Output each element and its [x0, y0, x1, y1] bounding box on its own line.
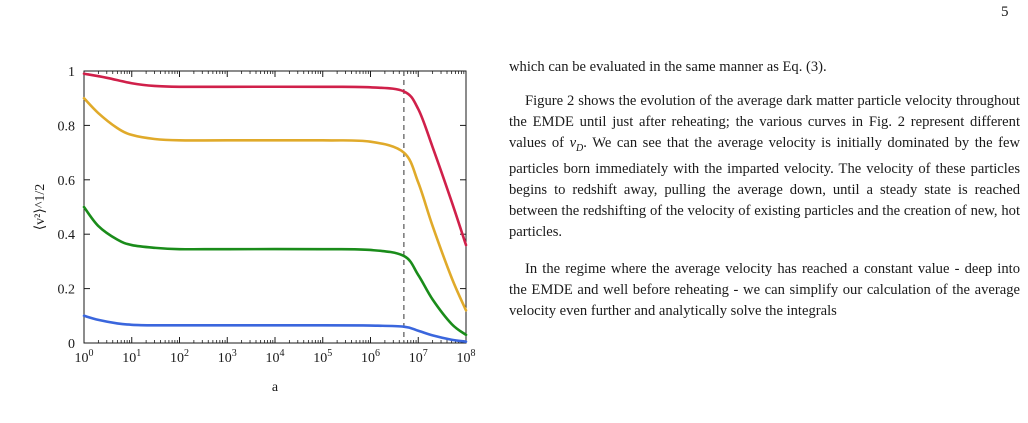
x-tick-label: 100 [75, 348, 94, 366]
y-tick-label: 0.4 [58, 228, 76, 243]
x-tick-label: 108 [457, 348, 476, 366]
x-tick-label: 106 [361, 348, 380, 366]
y-tick-label: 1 [68, 65, 75, 80]
tick-label-layer: 100 101 102 103 104 105 106 107 10800.20.40.60.8… [58, 65, 476, 366]
plot-frame [83, 70, 467, 344]
x-axis-label: a [272, 380, 279, 395]
paragraph-figure-2-description: Figure 2 shows the evolution of the aver… [509, 91, 1020, 243]
x-tick-label-base: 10 [457, 351, 471, 366]
x-tick-label-exponent: 5 [327, 348, 332, 359]
paragraph-1-part-a: Figure 2 shows the evolution of the aver… [509, 93, 1020, 151]
velocity-symbol-subscript: D [576, 142, 584, 154]
x-tick-label: 103 [218, 348, 237, 366]
x-tick-label-base: 10 [75, 351, 89, 366]
x-tick-label: 102 [170, 348, 189, 366]
x-tick-label-exponent: 0 [89, 348, 94, 359]
x-tick-label-exponent: 4 [280, 348, 285, 359]
x-tick-label-base: 10 [218, 351, 232, 366]
x-tick-label: 104 [266, 348, 285, 366]
x-tick-label: 105 [313, 348, 332, 366]
velocity-evolution-figure: 100 101 102 103 104 105 106 107 10800.20.40.60.8… [33, 65, 476, 395]
ticks-layer [83, 70, 467, 344]
page-number: 5 [1001, 4, 1009, 20]
paragraph-1-part-b: . We can see that the average velocity i… [509, 135, 1020, 240]
y-tick-label: 0 [68, 337, 75, 352]
lead-sentence: which can be evaluated in the same manne… [509, 59, 827, 75]
body-text-column: which can be evaluated in the same manne… [509, 57, 1020, 322]
series-line-3 [82, 205, 468, 337]
y-tick-label: 0.2 [58, 283, 76, 298]
velocity-symbol: vD [569, 135, 584, 154]
x-tick-label-exponent: 3 [232, 348, 237, 359]
x-tick-label: 101 [122, 348, 141, 366]
x-tick-label-base: 10 [266, 351, 280, 366]
x-tick-label-exponent: 8 [471, 348, 476, 359]
x-tick-label-base: 10 [122, 351, 136, 366]
y-tick-label: 0.6 [58, 174, 76, 189]
series-line-1 [82, 72, 468, 247]
x-tick-label-exponent: 2 [184, 348, 189, 359]
series-line-2 [82, 96, 468, 312]
x-tick-label-exponent: 7 [423, 348, 428, 359]
x-tick-label-base: 10 [409, 351, 423, 366]
x-tick-label-base: 10 [361, 351, 375, 366]
paragraph-constant-regime: In the regime where the average velocity… [509, 260, 1020, 319]
x-tick-label-base: 10 [170, 351, 184, 366]
series-layer [82, 72, 468, 343]
x-tick-label-base: 10 [313, 351, 327, 366]
x-tick-label-exponent: 6 [375, 348, 380, 359]
y-tick-label: 0.8 [58, 119, 76, 134]
series-line-4 [82, 314, 468, 343]
velocity-symbol-base: v [569, 135, 577, 151]
y-axis-label: ⟨v²⟩^1/2 [33, 184, 48, 231]
x-tick-label-exponent: 1 [136, 348, 141, 359]
x-tick-label: 107 [409, 348, 428, 366]
